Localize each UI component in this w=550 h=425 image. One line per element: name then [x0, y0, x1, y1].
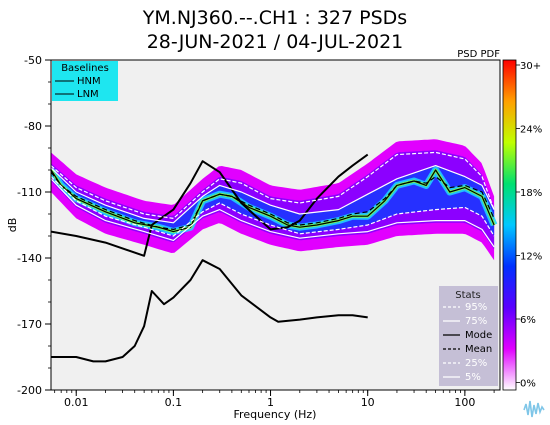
baselines-legend: Baselines HNM LNM [52, 61, 118, 101]
stats-legend-label: 5% [465, 372, 481, 383]
colorbar-tick-label: 0% [520, 379, 536, 390]
series-lnm-line [51, 259, 368, 363]
series-hnm-line [51, 153, 369, 257]
y-tick-label: -110 [17, 186, 42, 199]
stats-legend-label: 95% [465, 302, 487, 313]
stats-legend-label: Mode [465, 330, 492, 341]
x-tick-label: 100 [454, 396, 475, 409]
y-tick-label: -50 [24, 54, 42, 67]
series-mean-line [51, 171, 495, 230]
series-layer [51, 151, 495, 363]
x-tick-label: 1 [267, 396, 274, 409]
hnm-legend-label: HNM [77, 76, 101, 87]
series-mode-line [51, 169, 495, 233]
colorbar-title: PSD PDF [457, 49, 500, 60]
plot-frame [50, 59, 501, 391]
series-95pct-line [51, 151, 495, 219]
colorbar [502, 59, 517, 391]
x-tick-label: 0.01 [64, 396, 89, 409]
stats-legend-label: 25% [465, 358, 487, 369]
series-5pct-line [51, 178, 495, 248]
stats-legend-box [439, 286, 498, 386]
stats-legend-label: Mean [465, 344, 492, 355]
series-75pct-line [51, 165, 495, 224]
x-axis-label: Frequency (Hz) [234, 408, 317, 421]
colorbar-tick-label: 12% [520, 252, 542, 263]
x-tick-label: 0.1 [165, 396, 183, 409]
y-tick-label: -170 [17, 318, 42, 331]
stats-legend-title: Stats [455, 290, 481, 301]
y-axis: -50 -80 -110 -140 -170 -200 [17, 54, 51, 397]
x-axis: 0.01 0.1 1 10 100 [54, 390, 495, 409]
colorbar-ticks: 30+ 24% 18% 12% 6% 0% [516, 61, 542, 390]
lnm-legend-label: LNM [77, 89, 99, 100]
x-tick-label: 10 [361, 396, 375, 409]
chart-subtitle: 28-JUN-2021 / 04-JUL-2021 [147, 31, 404, 53]
chart-title: YM.NJ360.--.CH1 : 327 PSDs [142, 7, 407, 29]
baselines-legend-title: Baselines [61, 63, 109, 74]
colorbar-tick-label: 24% [520, 125, 542, 136]
waveform-logo-icon [521, 396, 547, 422]
y-axis-label: dB [6, 218, 19, 233]
y-tick-label: -80 [24, 120, 42, 133]
stats-legend-label: 75% [465, 316, 487, 327]
colorbar-tick-label: 6% [520, 315, 536, 326]
stats-legend: Stats 95% 75% Mode Mean 25% 5% [439, 286, 498, 386]
colorbar-tick-label: 30+ [520, 61, 541, 72]
y-tick-label: -200 [17, 384, 42, 397]
colorbar-tick-label: 18% [520, 188, 542, 199]
y-tick-label: -140 [17, 252, 42, 265]
